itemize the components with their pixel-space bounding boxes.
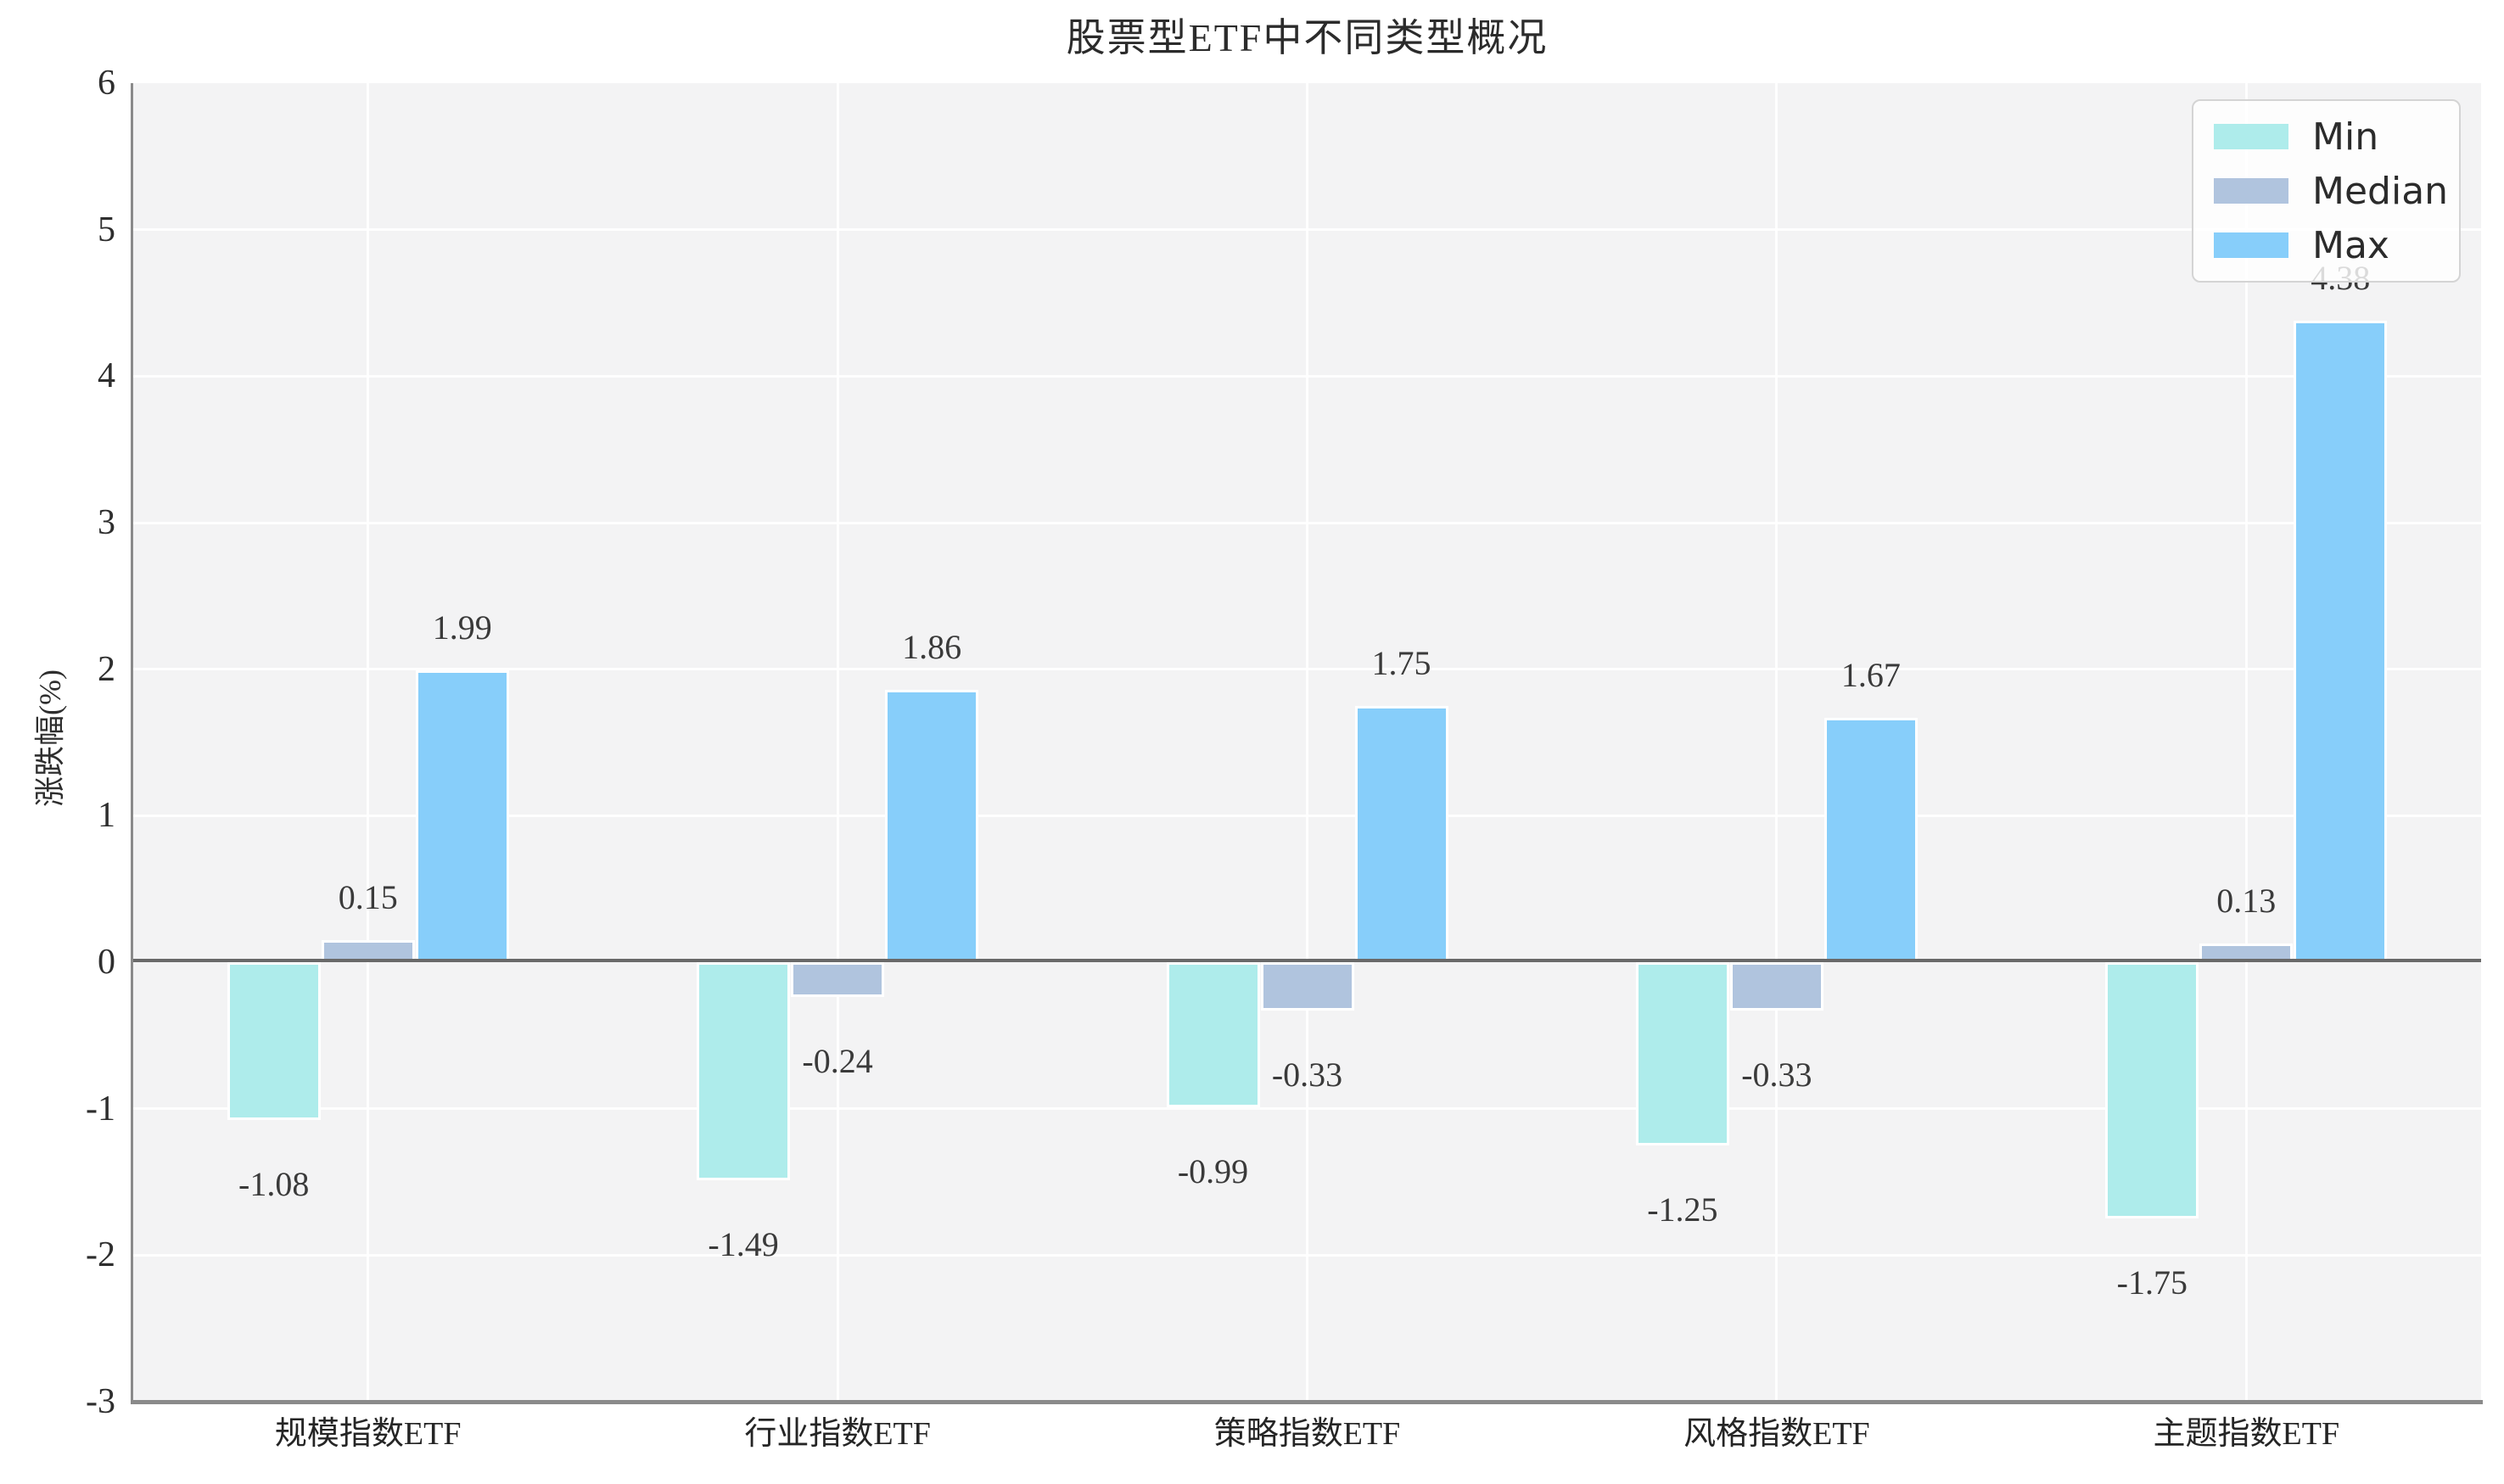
legend: Min Median Max xyxy=(2192,99,2461,283)
bar-value-label: -0.33 xyxy=(1271,1055,1343,1094)
legend-swatch-min xyxy=(2214,124,2288,149)
x-tick-label: 行业指数ETF xyxy=(744,1416,931,1452)
bar-median-3 xyxy=(1729,962,1823,1011)
y-tick-label: 4 xyxy=(98,356,115,396)
bar-median-2 xyxy=(1260,962,1354,1011)
y-tick-label: 0 xyxy=(98,943,115,982)
plot-area: -1.08 -1.49 -0.99 -1.25 -1.75 0.15 -0.24 -0.33 -… xyxy=(133,83,2481,1402)
bar-min-0 xyxy=(227,962,321,1121)
legend-label: Median xyxy=(2312,169,2449,213)
bar-value-label: 1.67 xyxy=(1840,655,1901,694)
bar-value-label: 1.99 xyxy=(432,608,492,647)
x-tick-label: 主题指数ETF xyxy=(2153,1416,2340,1452)
y-axis-label: 涨跌幅(%) xyxy=(33,669,67,807)
bar-value-label: -1.75 xyxy=(2116,1263,2187,1302)
gridline-v xyxy=(367,83,370,1402)
gridline-v xyxy=(1775,83,1779,1402)
chart-title: 股票型ETF中不同类型概况 xyxy=(1066,16,1549,59)
legend-label: Min xyxy=(2312,115,2379,159)
bar-value-label: 0.13 xyxy=(2216,881,2277,920)
bar-max-0 xyxy=(415,670,509,962)
legend-item: Max xyxy=(2214,224,2439,267)
bar-min-2 xyxy=(1166,962,1260,1107)
bar-value-label: -1.25 xyxy=(1647,1190,1718,1229)
y-axis-spine xyxy=(131,83,133,1402)
y-tick-label: 2 xyxy=(98,649,115,689)
y-tick-label: 3 xyxy=(98,503,115,542)
gridline-v xyxy=(836,83,839,1402)
legend-item: Median xyxy=(2214,170,2448,213)
bar-max-3 xyxy=(1823,717,1918,962)
bar-value-label: 1.86 xyxy=(902,627,962,666)
bar-min-4 xyxy=(2105,962,2199,1219)
bar-median-1 xyxy=(791,962,885,998)
gridline-v xyxy=(2244,83,2248,1402)
bar-min-3 xyxy=(1635,962,1729,1145)
bar-value-label: -1.08 xyxy=(238,1165,310,1204)
y-tick-label: 5 xyxy=(98,210,115,249)
legend-item: Min xyxy=(2214,115,2439,159)
bar-value-label: -0.33 xyxy=(1741,1055,1812,1094)
bar-max-1 xyxy=(885,689,979,962)
y-tick-label: 1 xyxy=(98,796,115,836)
y-tick-label: 6 xyxy=(98,64,115,103)
bar-max-2 xyxy=(1354,705,1448,962)
legend-swatch-median xyxy=(2214,178,2288,204)
bar-value-label: -0.99 xyxy=(1177,1151,1249,1190)
bar-value-label: 1.75 xyxy=(1371,643,1431,682)
bar-max-4 xyxy=(2294,320,2388,962)
y-tick-label: -1 xyxy=(86,1089,115,1128)
bar-value-label: -1.49 xyxy=(708,1225,779,1264)
y-tick-label: -2 xyxy=(86,1235,115,1275)
x-tick-label: 规模指数ETF xyxy=(274,1416,462,1452)
bar-min-1 xyxy=(697,962,791,1181)
x-axis-spine xyxy=(131,1400,2483,1404)
x-tick-label: 风格指数ETF xyxy=(1683,1416,1870,1452)
legend-swatch-max xyxy=(2214,232,2288,258)
bar-value-label: 0.15 xyxy=(338,878,398,917)
x-tick-label: 策略指数ETF xyxy=(1213,1416,1401,1452)
bar-value-label: -0.24 xyxy=(802,1042,873,1081)
gridline-v xyxy=(1306,83,1308,1402)
legend-label: Max xyxy=(2312,223,2389,267)
zero-baseline xyxy=(133,959,2481,962)
y-tick-label: -3 xyxy=(86,1382,115,1421)
